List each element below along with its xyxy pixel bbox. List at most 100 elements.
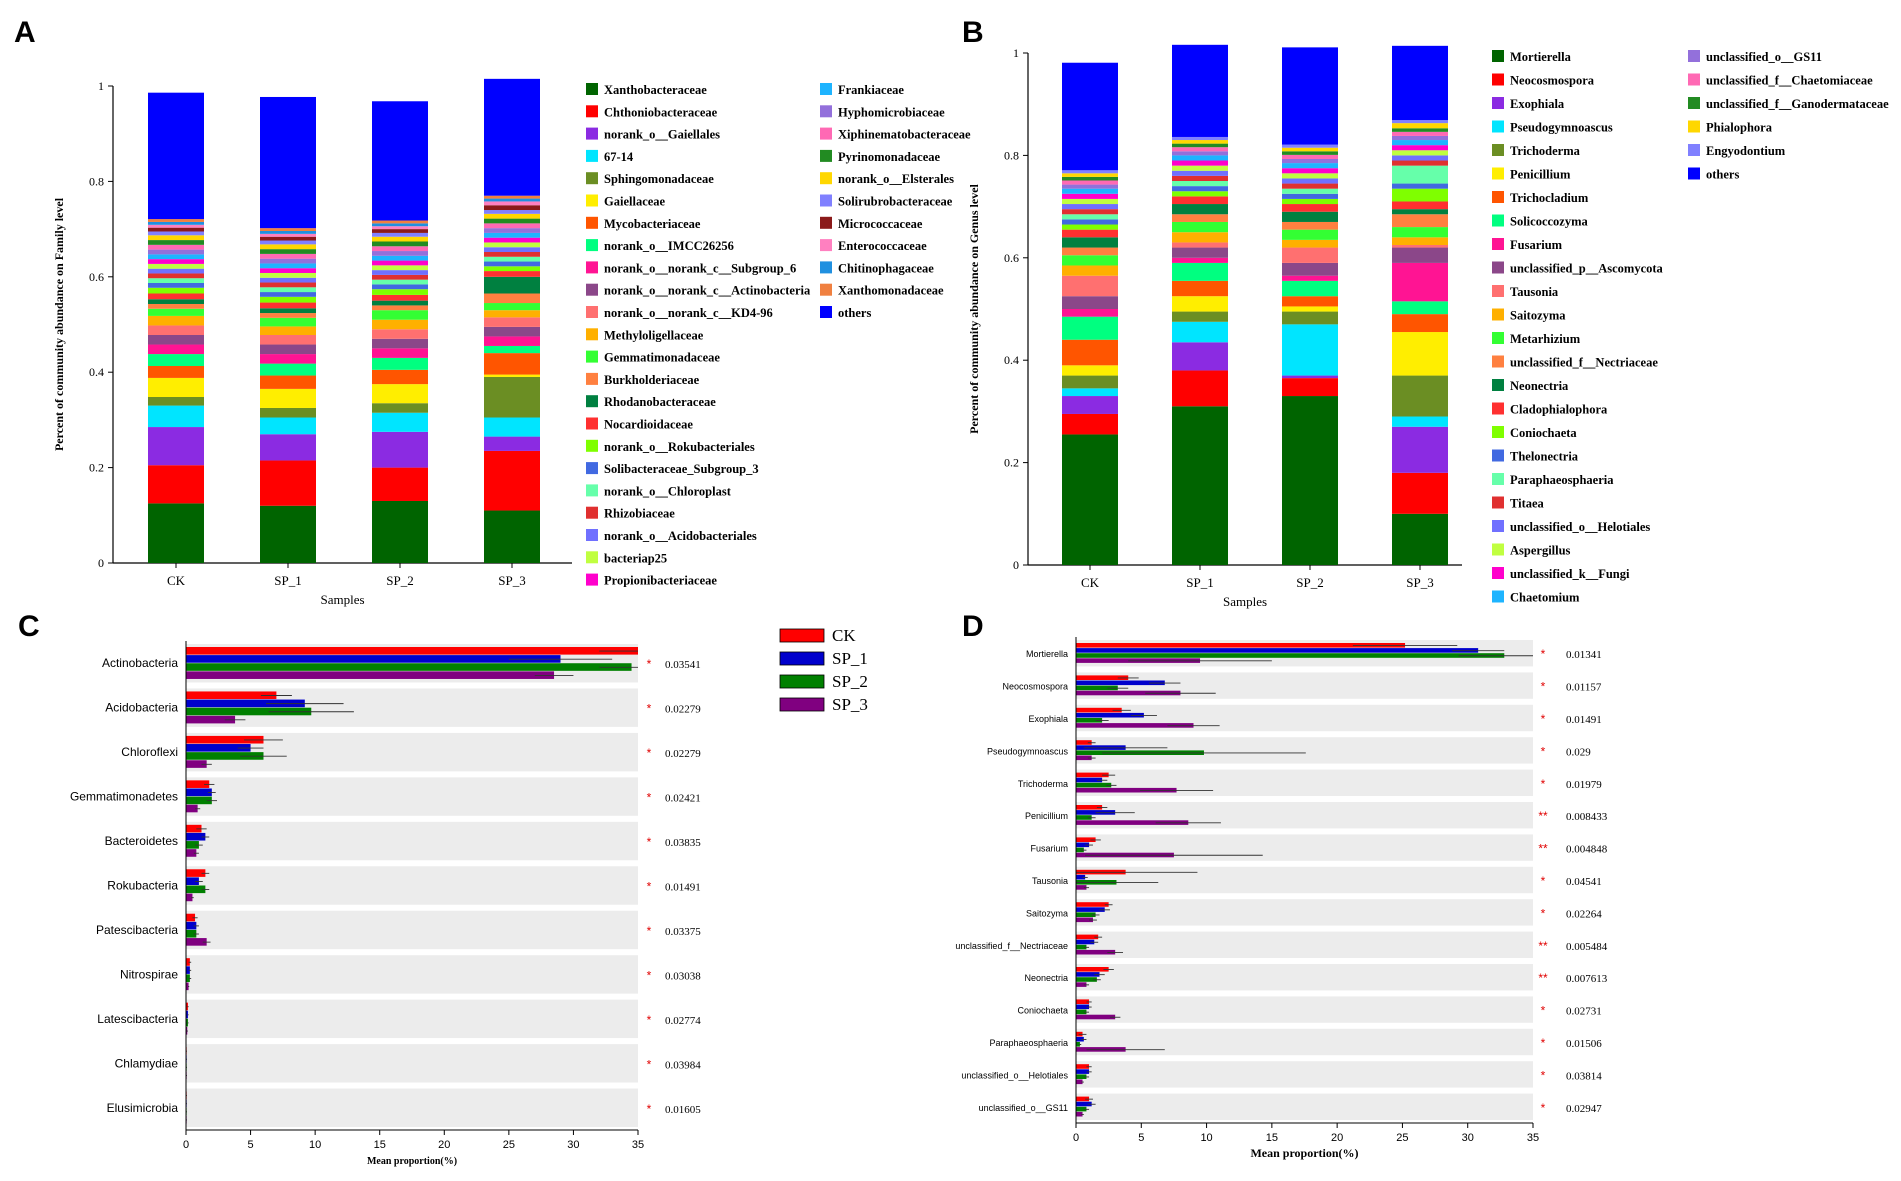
- bar-ck-rhodanobacteraceae: [148, 299, 204, 304]
- legend-swatch-neonectria: [1492, 379, 1504, 391]
- bar-patescibacteria-sp-1: [186, 921, 197, 930]
- bar-sp-2-solibacteraceae-subgroup-3: [372, 284, 428, 290]
- y-tick-label: 0: [1013, 558, 1019, 572]
- legend-swatch-norank-o-norank-c-kd4-96: [586, 306, 598, 318]
- p-value: 0.01157: [1566, 682, 1602, 694]
- bar-ck-pseudogymnoascus: [1062, 388, 1118, 397]
- bar-sp-3-others: [1392, 45, 1448, 121]
- legend-swatch-titaea: [1492, 496, 1504, 509]
- legend-label-gemmatimonadaceae: Gemmatimonadaceae: [604, 351, 720, 365]
- bar-sp-3-xiphinematobacteraceae: [484, 223, 540, 229]
- chart-a-family-stacked-bar: 0 0.2 0.4 0.6 0.8 1 CK SP_1 SP_2 SP_3 Samples Perce…: [52, 78, 971, 607]
- bar-sp-2-unclassified-f-chaetomiaceae: [1282, 154, 1338, 159]
- bar-latescibacteria-ck: [186, 1002, 188, 1011]
- bar-sp-3-sphingomonadaceae: [484, 376, 540, 418]
- legend-label-67-14: 67-14: [604, 150, 634, 164]
- significance-mark: *: [647, 1057, 652, 1071]
- bar-sp-1-norank-o-gaiellales: [260, 434, 316, 461]
- bar-unclassified-f-nectriaceae-sp-2: [1076, 944, 1087, 950]
- bar-nitrospirae-sp-2: [186, 974, 190, 983]
- significance-mark: *: [647, 1013, 652, 1027]
- bar-sp-1-chthoniobacteraceae: [260, 460, 316, 506]
- bar-chloroflexi-sp-2: [186, 752, 264, 760]
- bar-sp-3-norank-o-chloroplast: [484, 256, 540, 262]
- bar-sp-2-trichocladium: [1282, 296, 1338, 307]
- bar-sp-3-neonectria: [1392, 209, 1448, 215]
- bar-sp-2-norank-o-norank-c-kd4-96: [372, 329, 428, 339]
- legend-swatch-saitozyma: [1492, 308, 1504, 321]
- legend-label-pyrinomonadaceae: Pyrinomonadaceae: [838, 150, 941, 164]
- category-label-chlamydiae: Chlamydiae: [115, 1056, 179, 1070]
- legend-swatch-others: [820, 306, 832, 318]
- bar-sp-2-unclassified-o-gs11: [1282, 158, 1338, 164]
- legend-label-fusarium: Fusarium: [1510, 238, 1563, 252]
- category-label-tausonia: Tausonia: [1032, 876, 1068, 886]
- bar-sp-2-norank-o-acidobacteriales: [372, 270, 428, 275]
- bar-sp-2-gaiellaceae: [372, 384, 428, 404]
- p-value: 0.02774: [665, 1015, 701, 1027]
- bar-ck-fusarium: [1062, 309, 1118, 317]
- category-label-coniochaeta: Coniochaeta: [1017, 1006, 1068, 1016]
- bar-sp-3-norank-o-imcc26256: [484, 345, 540, 354]
- bar-sp-1-solibacteraceae-subgroup-3: [260, 292, 316, 297]
- legend-label-norank-o-norank-c-kd4-96: norank_o__norank_c__KD4-96: [604, 306, 773, 320]
- legend-swatch-norank-o-acidobacteriales: [586, 529, 598, 541]
- legend-label-penicillium: Penicillium: [1510, 168, 1571, 182]
- legend-label-solirubrobacteraceae: Solirubrobacteraceae: [838, 195, 953, 209]
- legend-swatch-67-14: [586, 149, 598, 162]
- significance-mark: *: [647, 702, 652, 716]
- bar-sp-2-norank-o-imcc26256: [372, 357, 428, 370]
- bar-ck-trichocladium: [1062, 339, 1118, 366]
- y-tick-label: 0.2: [1004, 456, 1019, 470]
- significance-mark: **: [1538, 842, 1548, 856]
- bar-sp-2-pseudogymnoascus: [1282, 324, 1338, 376]
- legend-swatch-neocosmospora: [1492, 73, 1504, 86]
- bar-sp-3-norank-o-rokubacteriales: [484, 266, 540, 272]
- bar-sp-2-frankiaceae: [372, 255, 428, 261]
- y-tick-label: 0.6: [1004, 251, 1019, 265]
- bar-sp-1-unclassified-f-nectriaceae: [1172, 214, 1228, 222]
- category-label-chloroflexi: Chloroflexi: [121, 745, 178, 759]
- bar-sp-1-67-14: [260, 417, 316, 435]
- legend-label-saitozyma: Saitozyma: [1510, 309, 1566, 323]
- p-value: 0.03375: [665, 926, 701, 938]
- bar-sp-3-chitinophagaceae: [484, 198, 540, 202]
- legend-swatch-gemmatimonadaceae: [586, 350, 598, 363]
- bar-penicillium-sp-3: [1076, 820, 1189, 825]
- legend-label-xanthomonadaceae: Xanthomonadaceae: [838, 284, 944, 298]
- bar-trichoderma-sp-3: [1076, 787, 1177, 793]
- bar-tausonia-sp-3: [1076, 885, 1087, 890]
- p-value: 0.04541: [1566, 876, 1602, 888]
- bar-neonectria-sp-1: [1076, 972, 1100, 977]
- x-tick-label: 5: [248, 1139, 254, 1151]
- legend-label-nocardioidaceae: Nocardioidaceae: [604, 418, 693, 432]
- legend-swatch-pseudogymnoascus: [1492, 120, 1504, 133]
- bar-sp-2-mortierella: [1282, 396, 1338, 565]
- bar-sp-3-norank-o-norank-c-subgroup-6: [484, 336, 540, 346]
- legend-label-frankiaceae: Frankiaceae: [838, 83, 904, 97]
- bar-sp-2-nocardioidaceae: [372, 294, 428, 301]
- bar-bacteroidetes-sp-2: [186, 841, 199, 849]
- category-label-elusimicrobia: Elusimicrobia: [107, 1101, 179, 1115]
- bar-fusarium-sp-1: [1076, 842, 1090, 848]
- legend-swatch-hyphomicrobiaceae: [820, 105, 832, 118]
- bar-rokubacteria-sp-1: [186, 877, 199, 885]
- y-tick-label: 0.2: [89, 461, 104, 475]
- x-axis-label: Samples: [1223, 594, 1267, 609]
- bar-sp-3-saitozyma: [1392, 237, 1448, 245]
- legend-label-rhodanobacteraceae: Rhodanobacteraceae: [604, 395, 716, 409]
- category-label-paraphaeosphaeria: Paraphaeosphaeria: [989, 1038, 1068, 1048]
- legend-label-aspergillus: Aspergillus: [1510, 544, 1571, 558]
- bar-rokubacteria-ck: [186, 869, 206, 877]
- bar-trichoderma-sp-2: [1076, 782, 1112, 788]
- significance-mark: *: [647, 746, 652, 760]
- bar-sp-3-unclassified-k-fungi: [1392, 145, 1448, 151]
- legend-swatch-unclassified-f-chaetomiaceae: [1688, 73, 1700, 86]
- x-tick-label: 25: [503, 1139, 515, 1151]
- significance-mark: *: [1541, 1101, 1546, 1115]
- bar-sp-1-sphingomonadaceae: [260, 407, 316, 418]
- legend-label-pseudogymnoascus: Pseudogymnoascus: [1510, 121, 1613, 135]
- bar-exophiala-sp-1: [1076, 712, 1144, 718]
- legend-swatch-sp-1: [779, 651, 825, 666]
- bar-neocosmospora-sp-1: [1076, 680, 1165, 686]
